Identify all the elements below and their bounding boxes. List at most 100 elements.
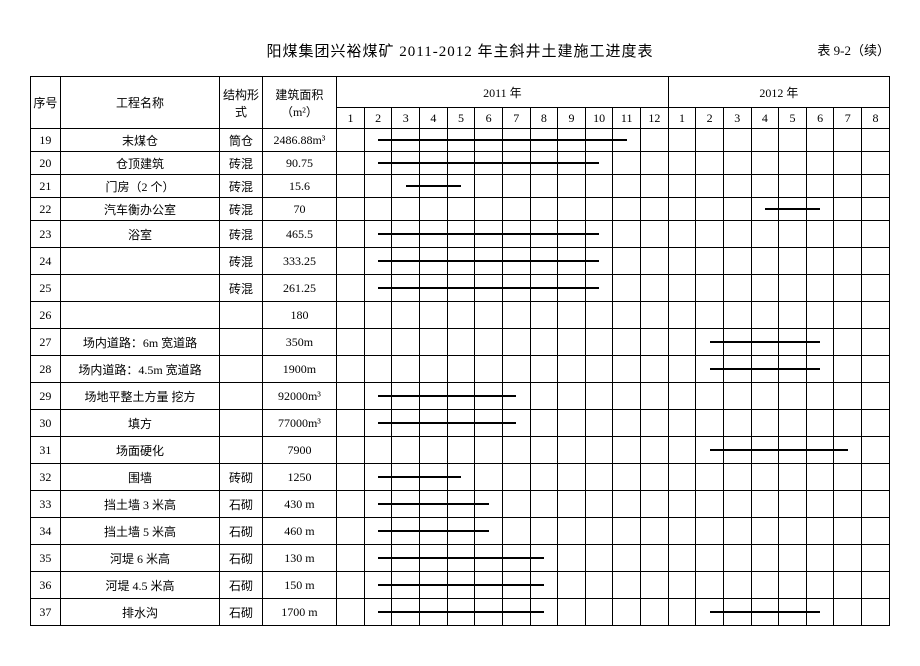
cell-month	[862, 545, 890, 572]
cell-month	[806, 383, 834, 410]
cell-month	[806, 221, 834, 248]
cell-month	[475, 129, 503, 152]
cell-month	[696, 129, 724, 152]
header-month: 6	[475, 108, 503, 129]
cell-month	[641, 464, 669, 491]
cell-month	[641, 175, 669, 198]
cell-month	[696, 198, 724, 221]
cell-month	[447, 518, 475, 545]
cell-seq: 22	[31, 198, 61, 221]
cell-month	[447, 248, 475, 275]
cell-month	[806, 599, 834, 626]
cell-month	[392, 198, 420, 221]
cell-month	[696, 152, 724, 175]
header-area: 建筑面积（m²）	[262, 77, 336, 129]
cell-month	[337, 275, 365, 302]
cell-month	[558, 410, 586, 437]
cell-month	[862, 437, 890, 464]
cell-month	[364, 464, 392, 491]
cell-month	[834, 129, 862, 152]
cell-month	[447, 221, 475, 248]
cell-month	[420, 410, 448, 437]
cell-month	[834, 491, 862, 518]
cell-month	[392, 464, 420, 491]
table-row: 24砖混333.25	[31, 248, 890, 275]
cell-month	[806, 410, 834, 437]
cell-month	[337, 437, 365, 464]
header-month: 7	[502, 108, 530, 129]
cell-month	[723, 221, 751, 248]
table-row: 21门房（2 个）砖混15.6	[31, 175, 890, 198]
cell-month	[475, 275, 503, 302]
cell-month	[723, 599, 751, 626]
cell-month	[696, 491, 724, 518]
cell-month	[392, 129, 420, 152]
cell-month	[447, 356, 475, 383]
cell-month	[337, 518, 365, 545]
cell-name: 场内道路：6m 宽道路	[60, 329, 219, 356]
cell-struct: 砖混	[220, 175, 263, 198]
cell-month	[613, 545, 641, 572]
cell-month	[530, 410, 558, 437]
cell-month	[613, 437, 641, 464]
cell-area: 261.25	[262, 275, 336, 302]
cell-month	[420, 221, 448, 248]
cell-month	[834, 599, 862, 626]
cell-name: 排水沟	[60, 599, 219, 626]
cell-month	[475, 356, 503, 383]
cell-month	[475, 572, 503, 599]
cell-name: 仓顶建筑	[60, 152, 219, 175]
cell-month	[530, 248, 558, 275]
cell-month	[337, 545, 365, 572]
cell-month	[862, 383, 890, 410]
cell-month	[558, 275, 586, 302]
cell-month	[696, 437, 724, 464]
header-month: 3	[723, 108, 751, 129]
cell-month	[558, 302, 586, 329]
cell-month	[668, 198, 696, 221]
cell-month	[558, 599, 586, 626]
cell-struct: 砖混	[220, 152, 263, 175]
cell-month	[364, 410, 392, 437]
cell-month	[641, 198, 669, 221]
cell-month	[447, 545, 475, 572]
cell-month	[641, 221, 669, 248]
table-row: 37排水沟石砌1700 m	[31, 599, 890, 626]
cell-month	[475, 329, 503, 356]
cell-month	[364, 198, 392, 221]
cell-month	[530, 152, 558, 175]
cell-month	[364, 129, 392, 152]
cell-month	[613, 491, 641, 518]
cell-month	[613, 152, 641, 175]
cell-month	[530, 198, 558, 221]
cell-month	[337, 491, 365, 518]
cell-month	[696, 302, 724, 329]
cell-month	[420, 329, 448, 356]
cell-month	[723, 329, 751, 356]
cell-seq: 23	[31, 221, 61, 248]
cell-seq: 29	[31, 383, 61, 410]
cell-month	[585, 302, 613, 329]
cell-month	[447, 437, 475, 464]
cell-month	[558, 491, 586, 518]
cell-month	[834, 410, 862, 437]
cell-month	[530, 518, 558, 545]
cell-area: 1250	[262, 464, 336, 491]
cell-month	[420, 491, 448, 518]
cell-month	[447, 464, 475, 491]
cell-month	[337, 198, 365, 221]
cell-month	[447, 152, 475, 175]
cell-area: 333.25	[262, 248, 336, 275]
cell-month	[751, 129, 779, 152]
cell-month	[751, 464, 779, 491]
cell-month	[337, 329, 365, 356]
cell-month	[834, 437, 862, 464]
cell-month	[779, 248, 807, 275]
cell-month	[420, 248, 448, 275]
cell-month	[447, 302, 475, 329]
cell-month	[696, 464, 724, 491]
cell-struct	[220, 329, 263, 356]
cell-month	[585, 152, 613, 175]
cell-month	[420, 383, 448, 410]
cell-area: 1900m	[262, 356, 336, 383]
